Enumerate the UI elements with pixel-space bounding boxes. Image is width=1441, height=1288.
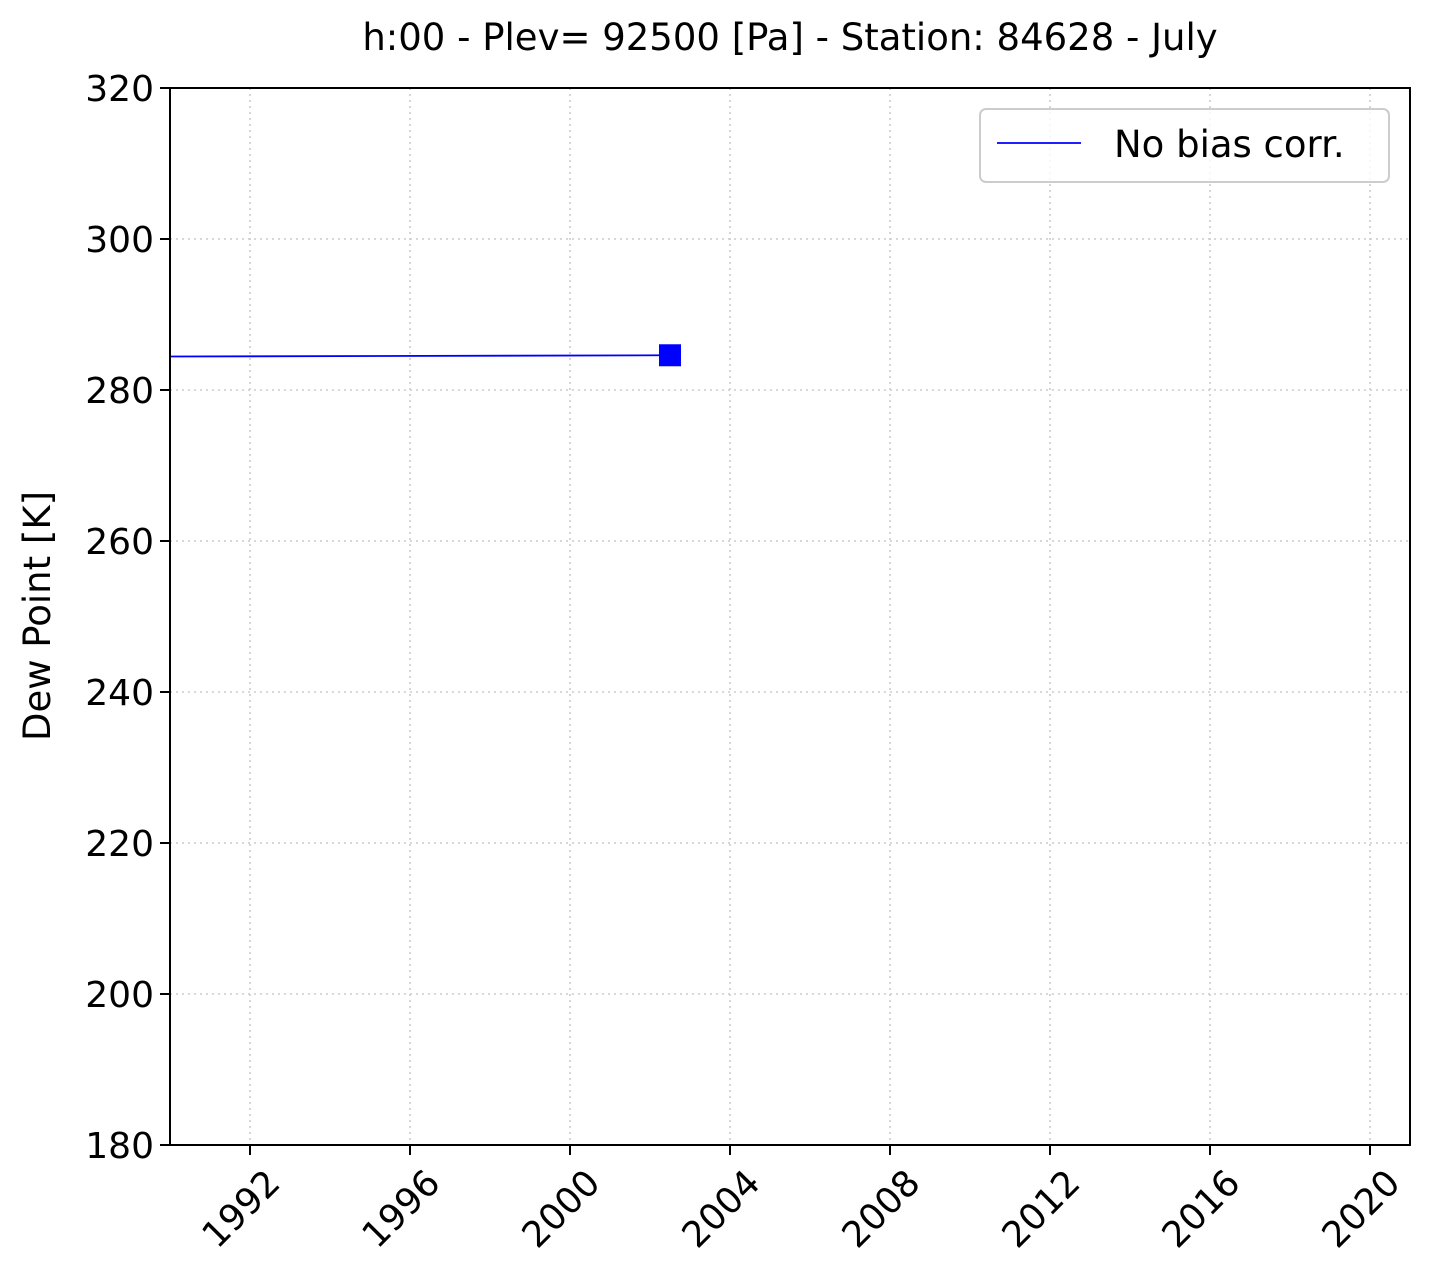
legend-entry-label: No bias corr. <box>1114 123 1345 166</box>
x-tick-label: 2016 <box>1155 1162 1249 1256</box>
y-tick-label: 320 <box>85 69 154 110</box>
legend-box <box>979 108 1390 183</box>
data-point-marker <box>659 344 681 367</box>
y-tick-label: 200 <box>85 975 154 1016</box>
x-tick-label: 2012 <box>995 1162 1089 1256</box>
y-gridlines <box>170 87 1410 1146</box>
plot-frame <box>169 87 1411 1146</box>
y-axis-label: Dew Point [K] <box>16 491 59 741</box>
legend: No bias corr. <box>979 108 1390 183</box>
y-tick-label: 220 <box>85 824 154 865</box>
x-tick-label: 2020 <box>1315 1162 1409 1256</box>
x-tick-label: 2004 <box>675 1162 769 1256</box>
y-tick-label: 300 <box>85 220 154 261</box>
x-tick-label: 1992 <box>195 1162 289 1256</box>
series-line-0 <box>170 354 671 358</box>
x-tick-label: 1996 <box>355 1162 449 1256</box>
y-tick-label: 280 <box>85 371 154 412</box>
y-axis: 180 200 220 240 260 280 300 320 <box>85 69 170 1167</box>
x-gridlines <box>249 88 1371 1145</box>
x-tick-label: 2000 <box>515 1162 609 1256</box>
x-tick-label: 2008 <box>835 1162 929 1256</box>
series-layer <box>170 344 681 367</box>
y-tick-label: 180 <box>85 1126 154 1167</box>
y-tick-label: 240 <box>85 673 154 714</box>
chart-title: h:00 - Plev= 92500 [Pa] - Station: 84628… <box>362 16 1217 59</box>
y-tick-label: 260 <box>85 522 154 563</box>
x-axis: 1992 1996 2000 2004 2008 2012 2016 2020 <box>195 1145 1409 1256</box>
